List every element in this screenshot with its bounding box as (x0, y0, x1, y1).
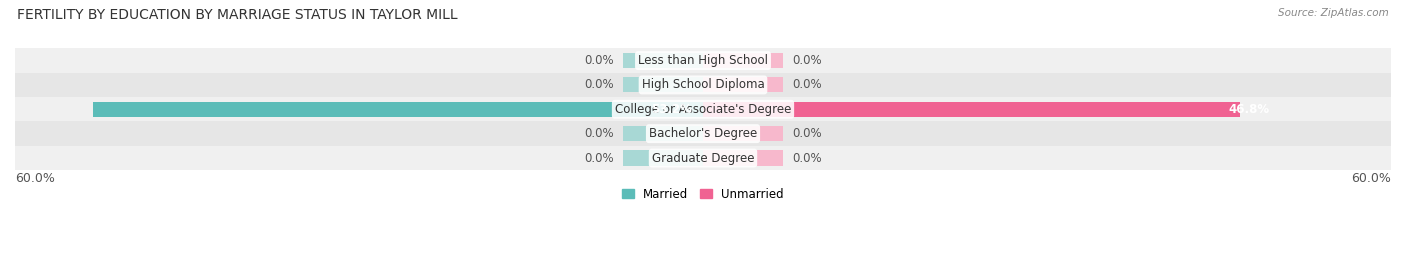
Bar (623, 126, 703, 141)
Text: FERTILITY BY EDUCATION BY MARRIAGE STATUS IN TAYLOR MILL: FERTILITY BY EDUCATION BY MARRIAGE STATU… (17, 8, 457, 22)
Legend: Married, Unmarried: Married, Unmarried (617, 183, 789, 205)
Bar (15, 49, 1391, 73)
Text: High School Diploma: High School Diploma (641, 79, 765, 91)
Text: Bachelor's Degree: Bachelor's Degree (650, 127, 756, 140)
Bar (15, 146, 1391, 170)
Text: 0.0%: 0.0% (583, 127, 613, 140)
Text: 0.0%: 0.0% (793, 127, 823, 140)
Text: College or Associate's Degree: College or Associate's Degree (614, 103, 792, 116)
Text: 0.0%: 0.0% (793, 79, 823, 91)
Text: 53.2%: 53.2% (651, 103, 692, 116)
Bar (703, 102, 1240, 117)
Text: 60.0%: 60.0% (1351, 172, 1391, 185)
Text: Graduate Degree: Graduate Degree (652, 151, 754, 165)
Text: 0.0%: 0.0% (793, 54, 823, 67)
Bar (703, 77, 783, 92)
Text: 0.0%: 0.0% (793, 151, 823, 165)
Text: Source: ZipAtlas.com: Source: ZipAtlas.com (1278, 8, 1389, 18)
Text: 0.0%: 0.0% (583, 54, 613, 67)
Bar (15, 97, 1391, 121)
Text: 0.0%: 0.0% (583, 79, 613, 91)
Text: 0.0%: 0.0% (583, 151, 613, 165)
Bar (703, 126, 783, 141)
Bar (623, 150, 703, 166)
Bar (703, 53, 783, 68)
Text: 46.8%: 46.8% (1229, 103, 1270, 116)
Bar (623, 77, 703, 92)
Text: Less than High School: Less than High School (638, 54, 768, 67)
Bar (15, 121, 1391, 146)
Bar (15, 73, 1391, 97)
Text: 60.0%: 60.0% (15, 172, 55, 185)
Bar (703, 150, 783, 166)
Bar (93, 102, 703, 117)
Bar (623, 53, 703, 68)
